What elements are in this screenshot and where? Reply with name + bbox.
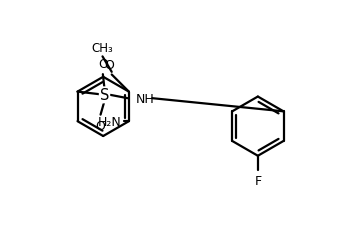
Text: F: F xyxy=(254,174,261,187)
Text: NH: NH xyxy=(136,92,154,105)
Text: H₂N: H₂N xyxy=(98,115,122,128)
Text: CH₃: CH₃ xyxy=(92,42,113,54)
Text: O: O xyxy=(98,58,108,70)
Text: S: S xyxy=(100,88,109,103)
Text: O: O xyxy=(96,120,105,132)
Text: O: O xyxy=(104,58,114,71)
